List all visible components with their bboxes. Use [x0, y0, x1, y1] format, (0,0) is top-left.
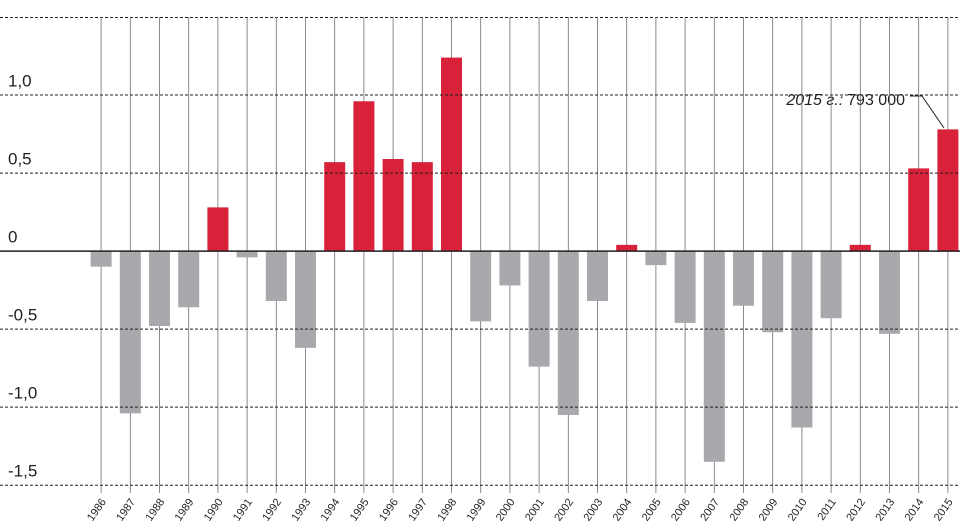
annotation-text: 793 000	[847, 92, 905, 109]
x-tick-label: 1998	[435, 497, 459, 524]
bar	[557, 251, 579, 415]
x-tick-label: 2014	[903, 497, 927, 524]
bar	[820, 251, 842, 319]
x-tick-label: 1986	[85, 497, 109, 524]
x-tick-label: 1993	[289, 497, 313, 524]
bar	[90, 251, 112, 267]
bar	[762, 251, 784, 333]
bar	[879, 251, 900, 334]
annotation-label: 2015 г.:	[785, 92, 843, 109]
bar	[295, 251, 316, 348]
bar	[119, 251, 141, 414]
x-tick-label: 1999	[465, 497, 489, 524]
x-tick-label: 2008	[727, 497, 751, 524]
x-tick-label: 1995	[348, 497, 372, 524]
y-tick-label: -1,5	[8, 462, 37, 481]
x-tick-label: 2013	[873, 497, 897, 524]
bar	[849, 244, 871, 252]
bar	[353, 101, 375, 252]
y-tick-label: -1,0	[8, 384, 37, 403]
bar	[207, 207, 229, 252]
x-tick-label: 2007	[698, 497, 722, 524]
bar	[791, 251, 813, 428]
x-tick-label: 1992	[260, 497, 284, 524]
bar	[645, 251, 667, 266]
x-tick-label: 2009	[757, 497, 781, 524]
bar	[265, 251, 287, 302]
bar	[149, 251, 170, 327]
bar	[470, 251, 492, 322]
y-tick-label: 1,0	[8, 72, 32, 91]
bar	[616, 244, 638, 252]
bar	[703, 251, 725, 462]
bar	[382, 159, 404, 252]
bar	[733, 251, 754, 306]
x-tick-label: 1994	[319, 497, 343, 524]
x-tick-label: 1991	[231, 497, 255, 524]
x-tick-label: 1997	[406, 497, 430, 524]
bar	[528, 251, 550, 367]
bar	[587, 251, 608, 302]
x-tick-label: 2005	[640, 497, 664, 524]
bar	[908, 168, 930, 252]
y-tick-label: 0,5	[8, 150, 32, 169]
bar	[499, 251, 521, 286]
x-tick-label: 2015	[932, 497, 956, 524]
bar	[441, 57, 462, 252]
x-tick-label: 2000	[494, 497, 518, 524]
x-tick-label: 2004	[611, 497, 635, 524]
x-tick-label: 2011	[816, 497, 839, 523]
x-tick-label: 2010	[786, 497, 810, 524]
x-tick-label: 1989	[173, 497, 197, 524]
x-tick-label: 1990	[202, 497, 226, 524]
x-tick-label: 2003	[581, 497, 605, 524]
annotation-leader	[910, 95, 945, 129]
bar	[236, 251, 258, 258]
bar	[674, 251, 696, 323]
x-tick-label: 2012	[844, 497, 868, 524]
y-tick-label: 0	[8, 228, 17, 247]
bar	[324, 162, 346, 252]
annotation: 2015 г.: 793 000	[785, 92, 905, 109]
x-tick-label: 2002	[552, 497, 576, 524]
x-tick-label: 1996	[377, 497, 401, 524]
bar	[178, 251, 200, 308]
bar	[411, 162, 433, 252]
bar	[937, 129, 959, 252]
x-tick-label: 2006	[669, 497, 693, 524]
x-tick-label: 1987	[114, 497, 138, 524]
x-tick-label: 2001	[523, 497, 547, 524]
y-tick-label: -0,5	[8, 306, 37, 325]
x-tick-label: 1988	[143, 497, 167, 524]
